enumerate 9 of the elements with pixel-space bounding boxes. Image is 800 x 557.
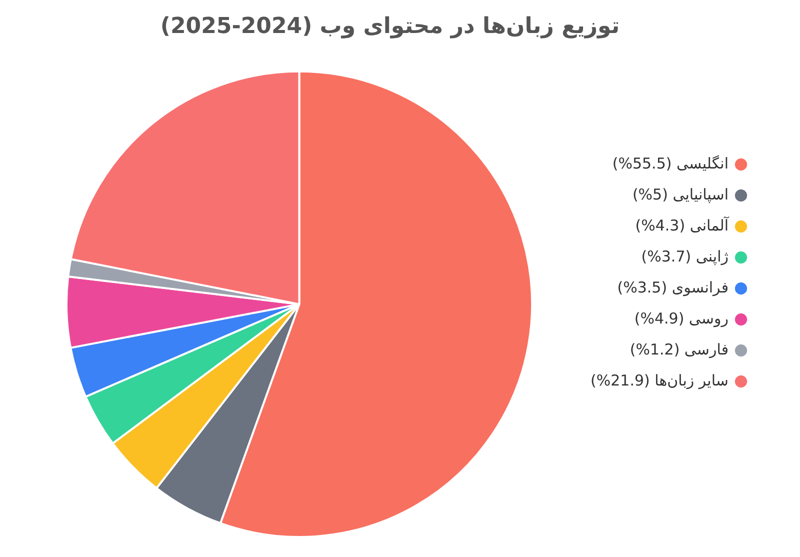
legend-label: ژاپنی (3.7%): [641, 247, 728, 266]
legend-label: آلمانی (4.3%): [635, 215, 730, 234]
legend-label: فارسی (1.2%): [630, 340, 728, 358]
legend-label: فرانسوی (3.5%): [617, 278, 728, 296]
legend-label: سایر زبان‌ها (21.9%): [590, 371, 728, 390]
chart-title: توزیع زبان‌ها در محتوای وب (2024-2025): [160, 14, 620, 39]
legend-label: انگلیسی (55.5%): [612, 154, 728, 172]
legend-label: اسپانیایی (5%): [632, 185, 728, 204]
legend-label: روسی (4.9%): [634, 309, 728, 328]
